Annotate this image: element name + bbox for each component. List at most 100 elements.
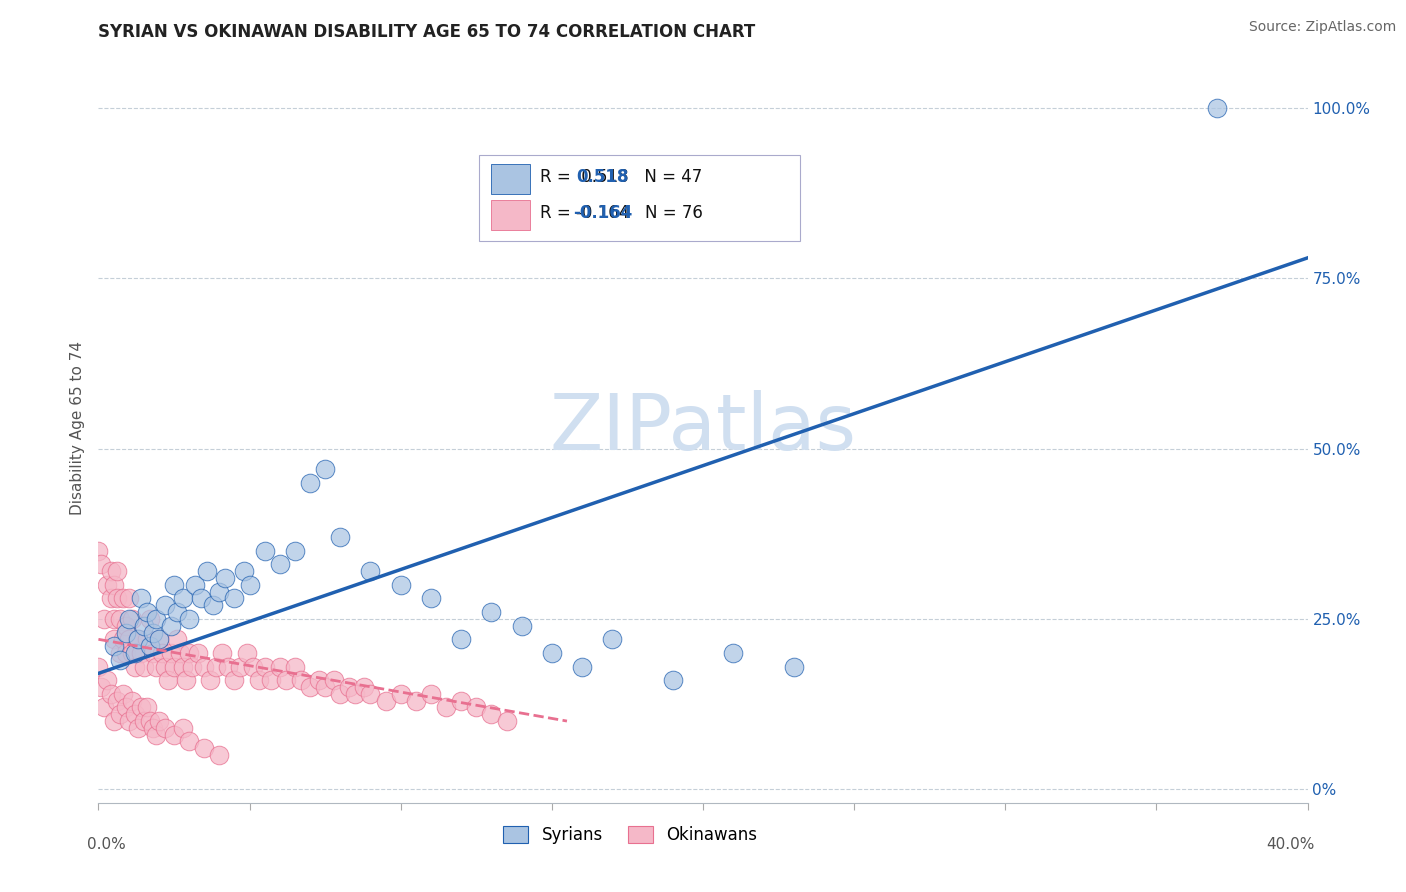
Point	[148, 714, 170, 728]
Point	[450, 693, 472, 707]
Point	[214, 571, 236, 585]
Point	[290, 673, 312, 688]
Point	[93, 700, 115, 714]
Point	[389, 578, 412, 592]
Point	[299, 680, 322, 694]
Point	[156, 673, 179, 688]
Point	[195, 564, 218, 578]
Point	[540, 646, 562, 660]
Point	[217, 659, 239, 673]
Point	[105, 564, 128, 578]
Point	[374, 693, 396, 707]
Point	[118, 591, 141, 606]
Text: R =  0.518   N = 47: R = 0.518 N = 47	[540, 169, 702, 186]
Point	[163, 659, 186, 673]
Point	[129, 700, 152, 714]
Point	[139, 612, 162, 626]
Point	[323, 673, 346, 688]
Point	[103, 632, 125, 647]
Point	[127, 632, 149, 647]
Text: SYRIAN VS OKINAWAN DISABILITY AGE 65 TO 74 CORRELATION CHART: SYRIAN VS OKINAWAN DISABILITY AGE 65 TO …	[98, 23, 755, 41]
Point	[202, 599, 225, 613]
Point	[360, 687, 382, 701]
Point	[135, 605, 157, 619]
Point	[481, 605, 503, 619]
Point	[172, 721, 194, 735]
Point	[129, 591, 152, 606]
Point	[602, 632, 624, 647]
Point	[510, 618, 533, 632]
Point	[114, 618, 136, 632]
Point	[111, 591, 134, 606]
Point	[389, 687, 412, 701]
Point	[108, 707, 131, 722]
Point	[103, 612, 125, 626]
Point	[661, 673, 683, 688]
Point	[269, 659, 291, 673]
FancyBboxPatch shape	[492, 163, 530, 194]
Text: R = -0.164   N = 76: R = -0.164 N = 76	[540, 204, 703, 222]
Point	[314, 680, 336, 694]
Point	[148, 632, 170, 647]
Point	[450, 632, 472, 647]
Point	[224, 673, 246, 688]
Point	[1206, 101, 1229, 115]
Point	[111, 632, 134, 647]
Point	[148, 632, 170, 647]
Point	[114, 700, 136, 714]
Text: -0.164: -0.164	[574, 204, 633, 222]
Point	[132, 659, 155, 673]
Point	[465, 700, 488, 714]
Point	[132, 714, 155, 728]
Point	[172, 591, 194, 606]
Point	[100, 687, 122, 701]
Point	[783, 659, 806, 673]
Point	[121, 646, 143, 660]
Point	[420, 687, 443, 701]
Point	[90, 680, 112, 694]
Point	[190, 591, 212, 606]
FancyBboxPatch shape	[492, 200, 530, 229]
Point	[145, 612, 167, 626]
Point	[108, 612, 131, 626]
Point	[142, 646, 165, 660]
Text: Source: ZipAtlas.com: Source: ZipAtlas.com	[1249, 20, 1396, 34]
Point	[208, 748, 231, 763]
Point	[284, 543, 307, 558]
Point	[314, 462, 336, 476]
Point	[253, 659, 276, 673]
Point	[132, 618, 155, 632]
Point	[329, 687, 352, 701]
Point	[179, 734, 201, 748]
Point	[103, 639, 125, 653]
Point	[153, 721, 176, 735]
Point	[87, 543, 110, 558]
Point	[229, 659, 252, 673]
Point	[193, 659, 215, 673]
Point	[239, 578, 262, 592]
Y-axis label: Disability Age 65 to 74: Disability Age 65 to 74	[69, 341, 84, 516]
Point	[193, 741, 215, 756]
Point	[105, 693, 128, 707]
Point	[344, 687, 367, 701]
Point	[150, 646, 173, 660]
Point	[260, 673, 283, 688]
Point	[434, 700, 457, 714]
Point	[100, 591, 122, 606]
FancyBboxPatch shape	[479, 154, 800, 241]
Point	[121, 693, 143, 707]
Point	[103, 578, 125, 592]
Text: ZIPatlas: ZIPatlas	[550, 390, 856, 467]
Point	[96, 673, 118, 688]
Point	[118, 632, 141, 647]
Point	[121, 612, 143, 626]
Point	[114, 646, 136, 660]
Point	[163, 728, 186, 742]
Point	[96, 578, 118, 592]
Point	[160, 646, 183, 660]
Text: 0.0%: 0.0%	[87, 838, 127, 852]
Point	[179, 612, 201, 626]
Point	[100, 564, 122, 578]
Point	[139, 639, 162, 653]
Text: 40.0%: 40.0%	[1267, 838, 1315, 852]
